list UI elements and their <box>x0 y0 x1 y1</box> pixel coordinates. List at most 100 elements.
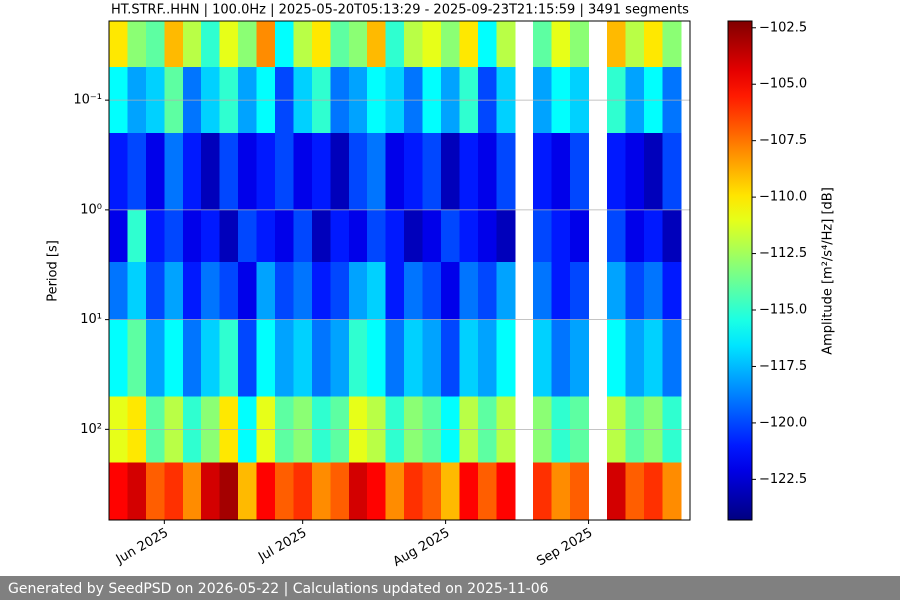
heat-cell <box>145 319 165 397</box>
heat-cell <box>164 462 184 520</box>
heat-cell <box>477 262 497 321</box>
heat-cell <box>109 462 128 520</box>
heat-cell <box>422 319 442 397</box>
heat-cell <box>385 209 405 263</box>
heat-cell <box>127 133 147 211</box>
heat-cell <box>625 462 645 520</box>
heat-cell <box>533 462 553 520</box>
heat-cell <box>201 209 221 263</box>
footer-text: Generated by SeedPSD on 2026-05-22 | Cal… <box>8 581 549 597</box>
heat-cell <box>477 319 497 397</box>
heat-cell <box>477 133 497 211</box>
heat-cell <box>367 319 387 397</box>
heat-cell <box>145 21 165 68</box>
heat-cell <box>182 262 202 321</box>
heat-cell <box>367 21 387 68</box>
heat-cell <box>238 21 258 68</box>
heat-cell <box>127 319 147 397</box>
heat-cell <box>551 133 571 211</box>
heat-cell <box>256 21 276 68</box>
heat-cell <box>201 21 221 68</box>
colorbar-tick-label: −112.5 <box>759 246 807 261</box>
heat-cell <box>330 319 350 397</box>
heat-cell <box>607 462 626 520</box>
heat-cell <box>293 319 313 397</box>
heat-cell <box>256 462 276 520</box>
heat-cell <box>385 262 405 321</box>
heat-cell <box>404 319 424 397</box>
heat-cell <box>311 133 331 211</box>
colorbar <box>727 20 753 521</box>
heat-cell <box>219 462 239 520</box>
heat-cell <box>570 462 590 520</box>
heat-cell <box>311 209 331 263</box>
y-tick-label: 10² <box>80 422 102 437</box>
heat-cell <box>422 21 442 68</box>
heat-cell <box>643 21 663 68</box>
heat-cell <box>348 21 368 68</box>
colorbar-tick-label: −110.0 <box>759 190 807 205</box>
heat-cell <box>330 133 350 211</box>
heat-cell <box>219 209 239 263</box>
heat-cell <box>404 262 424 321</box>
heat-cell <box>607 262 626 321</box>
heat-cell <box>662 462 682 520</box>
heat-cell <box>238 133 258 211</box>
heat-cell <box>404 462 424 520</box>
plot-frame <box>108 20 691 521</box>
heat-cell <box>607 133 626 211</box>
heat-cell <box>348 133 368 211</box>
heat-cell <box>385 133 405 211</box>
heat-cell <box>348 209 368 263</box>
heat-cell <box>496 262 516 321</box>
heat-cell <box>367 209 387 263</box>
heat-cell <box>219 21 239 68</box>
heat-cell <box>477 462 497 520</box>
heat-cell <box>275 21 294 68</box>
heat-cell <box>238 209 258 263</box>
heat-cell <box>109 319 128 397</box>
footer-bar <box>0 576 900 600</box>
heat-cell <box>643 262 663 321</box>
heat-cell <box>238 262 258 321</box>
heat-cell <box>662 133 682 211</box>
heat-cell <box>238 319 258 397</box>
heat-cell <box>533 262 553 321</box>
heat-cell <box>422 133 442 211</box>
heatmap <box>109 21 682 520</box>
colorbar-tick-label: −120.0 <box>759 415 807 430</box>
heat-cell <box>311 21 331 68</box>
y-tick-label: 10⁰ <box>80 202 102 217</box>
heat-cell <box>164 319 184 397</box>
heat-cell <box>275 262 294 321</box>
heat-cell <box>551 262 571 321</box>
heat-cell <box>127 262 147 321</box>
heat-cell <box>367 133 387 211</box>
heat-cell <box>441 21 460 68</box>
heat-cell <box>477 21 497 68</box>
heat-cell <box>422 209 442 263</box>
heat-cell <box>441 133 460 211</box>
heat-cell <box>570 209 590 263</box>
heat-cell <box>109 209 128 263</box>
heat-cell <box>293 462 313 520</box>
heat-cell <box>182 209 202 263</box>
heat-cell <box>441 319 460 397</box>
heat-cell <box>145 262 165 321</box>
heat-cell <box>496 319 516 397</box>
y-tick-label: 10⁻¹ <box>73 93 102 108</box>
heat-cell <box>164 133 184 211</box>
y-tick-label: 10¹ <box>80 312 102 327</box>
heat-cell <box>256 319 276 397</box>
heat-cell <box>330 21 350 68</box>
heat-cell <box>127 209 147 263</box>
colorbar-tick-label: −117.5 <box>759 359 807 374</box>
heat-cell <box>404 209 424 263</box>
colorbar-tick-label: −102.5 <box>759 20 807 35</box>
heat-cell <box>367 262 387 321</box>
heat-cell <box>219 319 239 397</box>
heat-cell <box>625 21 645 68</box>
heat-cell <box>164 262 184 321</box>
heat-cell <box>459 209 479 263</box>
